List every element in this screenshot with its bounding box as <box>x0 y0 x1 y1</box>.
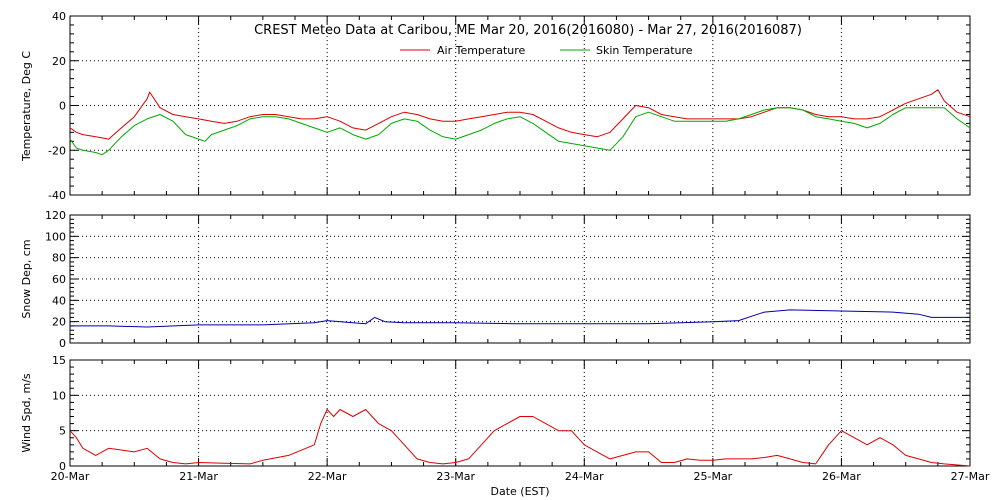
x-tick-label: 21-Mar <box>179 470 218 483</box>
temperature-series-0-line <box>69 89 971 140</box>
temperature-y-tick-label: 40 <box>52 10 66 23</box>
wind-axis-label: Wind Spd, m/s <box>20 373 33 453</box>
x-axis-label: Date (EST) <box>490 485 549 498</box>
x-tick-label: 20-Mar <box>51 470 90 483</box>
snow-y-tick-label: 60 <box>52 273 66 286</box>
temperature-y-tick-label: 0 <box>59 100 66 113</box>
temperature-axis-label: Temperature, Deg C <box>20 51 33 162</box>
wind-series-0-line <box>69 409 971 467</box>
snow-axis-label: Snow Dep, cm <box>20 239 33 318</box>
x-tick-label: 26-Mar <box>822 470 861 483</box>
x-tick-label: 22-Mar <box>308 470 347 483</box>
snow-y-tick-label: 40 <box>52 294 66 307</box>
chart-title: CREST Meteo Data at Caribou, ME Mar 20, … <box>254 23 802 38</box>
temperature-y-tick-label: -20 <box>48 144 66 157</box>
wind-y-tick-label: 5 <box>59 425 66 438</box>
x-tick-label: 24-Mar <box>565 470 604 483</box>
temperature-y-tick-label: 20 <box>52 55 66 68</box>
temperature-plot: -40 -20 0 20 40 <box>48 10 971 202</box>
legend-air-label: Air Temperature <box>437 44 526 57</box>
snow-y-tick-label: 80 <box>52 252 66 265</box>
legend: Air Temperature Skin Temperature <box>400 44 693 57</box>
snow-y-tick-label: 120 <box>45 209 66 222</box>
x-tick-label: 27-Mar <box>951 470 990 483</box>
x-tick-label: 23-Mar <box>436 470 475 483</box>
x-tick-label: 25-Mar <box>693 470 732 483</box>
legend-skin-label: Skin Temperature <box>596 44 693 57</box>
wind-y-tick-label: 0 <box>59 460 66 473</box>
wind-y-tick-label: 15 <box>52 354 66 367</box>
wind-y-tick-label: 10 <box>52 389 66 402</box>
wind-plot: 0 5 10 15 20-Mar 21-Mar 22-Mar 23-Mar 24-Mar 25-M… <box>51 354 990 483</box>
temperature-series-1-line <box>69 107 971 156</box>
snow-y-tick-label: 20 <box>52 316 66 329</box>
snow-series-0-line <box>70 309 970 328</box>
snow-y-tick-label: 0 <box>59 337 66 350</box>
snow-plot: 0 20 40 60 80 100 120 <box>45 209 971 350</box>
temperature-y-tick-label: -40 <box>48 189 66 202</box>
snow-y-tick-label: 100 <box>45 230 66 243</box>
